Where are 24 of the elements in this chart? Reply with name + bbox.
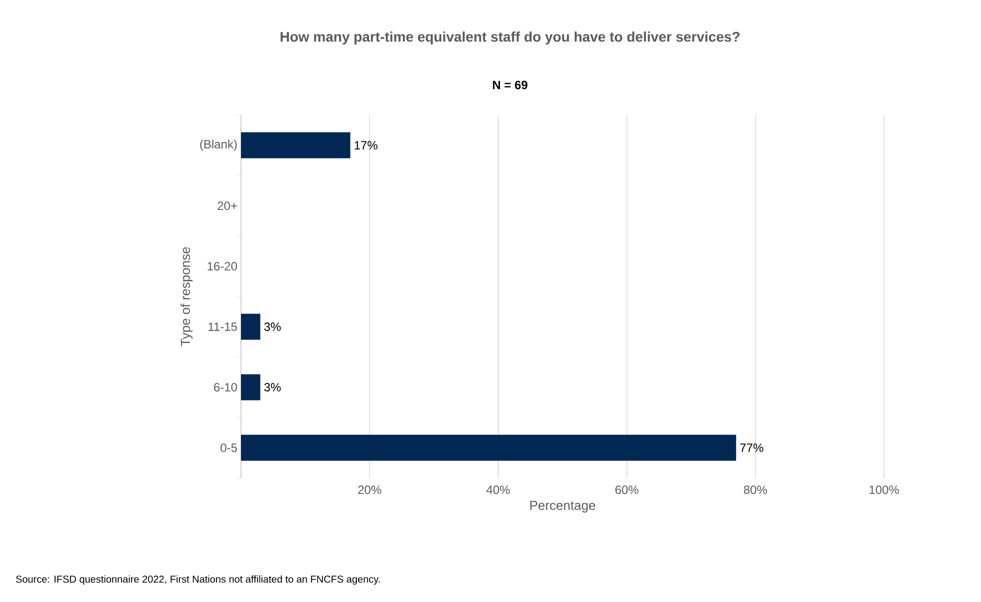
chart-subtitle: N = 69 bbox=[492, 80, 528, 90]
y-tick-label: 16-20 bbox=[208, 262, 237, 270]
x-tick-label: 60% bbox=[615, 486, 638, 494]
x-tick-label: 40% bbox=[486, 486, 510, 494]
source-note: Source: IFSD questionnaire 2022, First Nations not affiliated to an FNCFS agency. bbox=[16, 575, 380, 585]
y-tick-label: 0-5 bbox=[220, 444, 237, 452]
chart-title: How many part-time equivalent staff do you have to deliver services? bbox=[280, 31, 740, 45]
data-label: 3% bbox=[264, 383, 281, 392]
data-label: 77% bbox=[740, 444, 764, 452]
x-axis-title: Percentage bbox=[530, 500, 596, 513]
y-tick-label: 20+ bbox=[218, 202, 237, 210]
y-tick-label: 6-10 bbox=[214, 383, 238, 392]
y-tick-label: (Blank) bbox=[200, 140, 237, 151]
x-tick-label: 80% bbox=[744, 486, 767, 494]
bar bbox=[241, 434, 736, 461]
bar bbox=[241, 374, 260, 400]
y-axis-title: Type of response bbox=[180, 247, 193, 346]
x-tick-label: 20% bbox=[358, 486, 382, 494]
data-label: 3% bbox=[264, 322, 281, 331]
bar bbox=[241, 132, 350, 158]
x-tick-label: 100% bbox=[870, 486, 899, 494]
data-label: 17% bbox=[354, 141, 378, 150]
bar bbox=[241, 314, 260, 340]
y-tick-label: 11-15 bbox=[208, 322, 237, 331]
